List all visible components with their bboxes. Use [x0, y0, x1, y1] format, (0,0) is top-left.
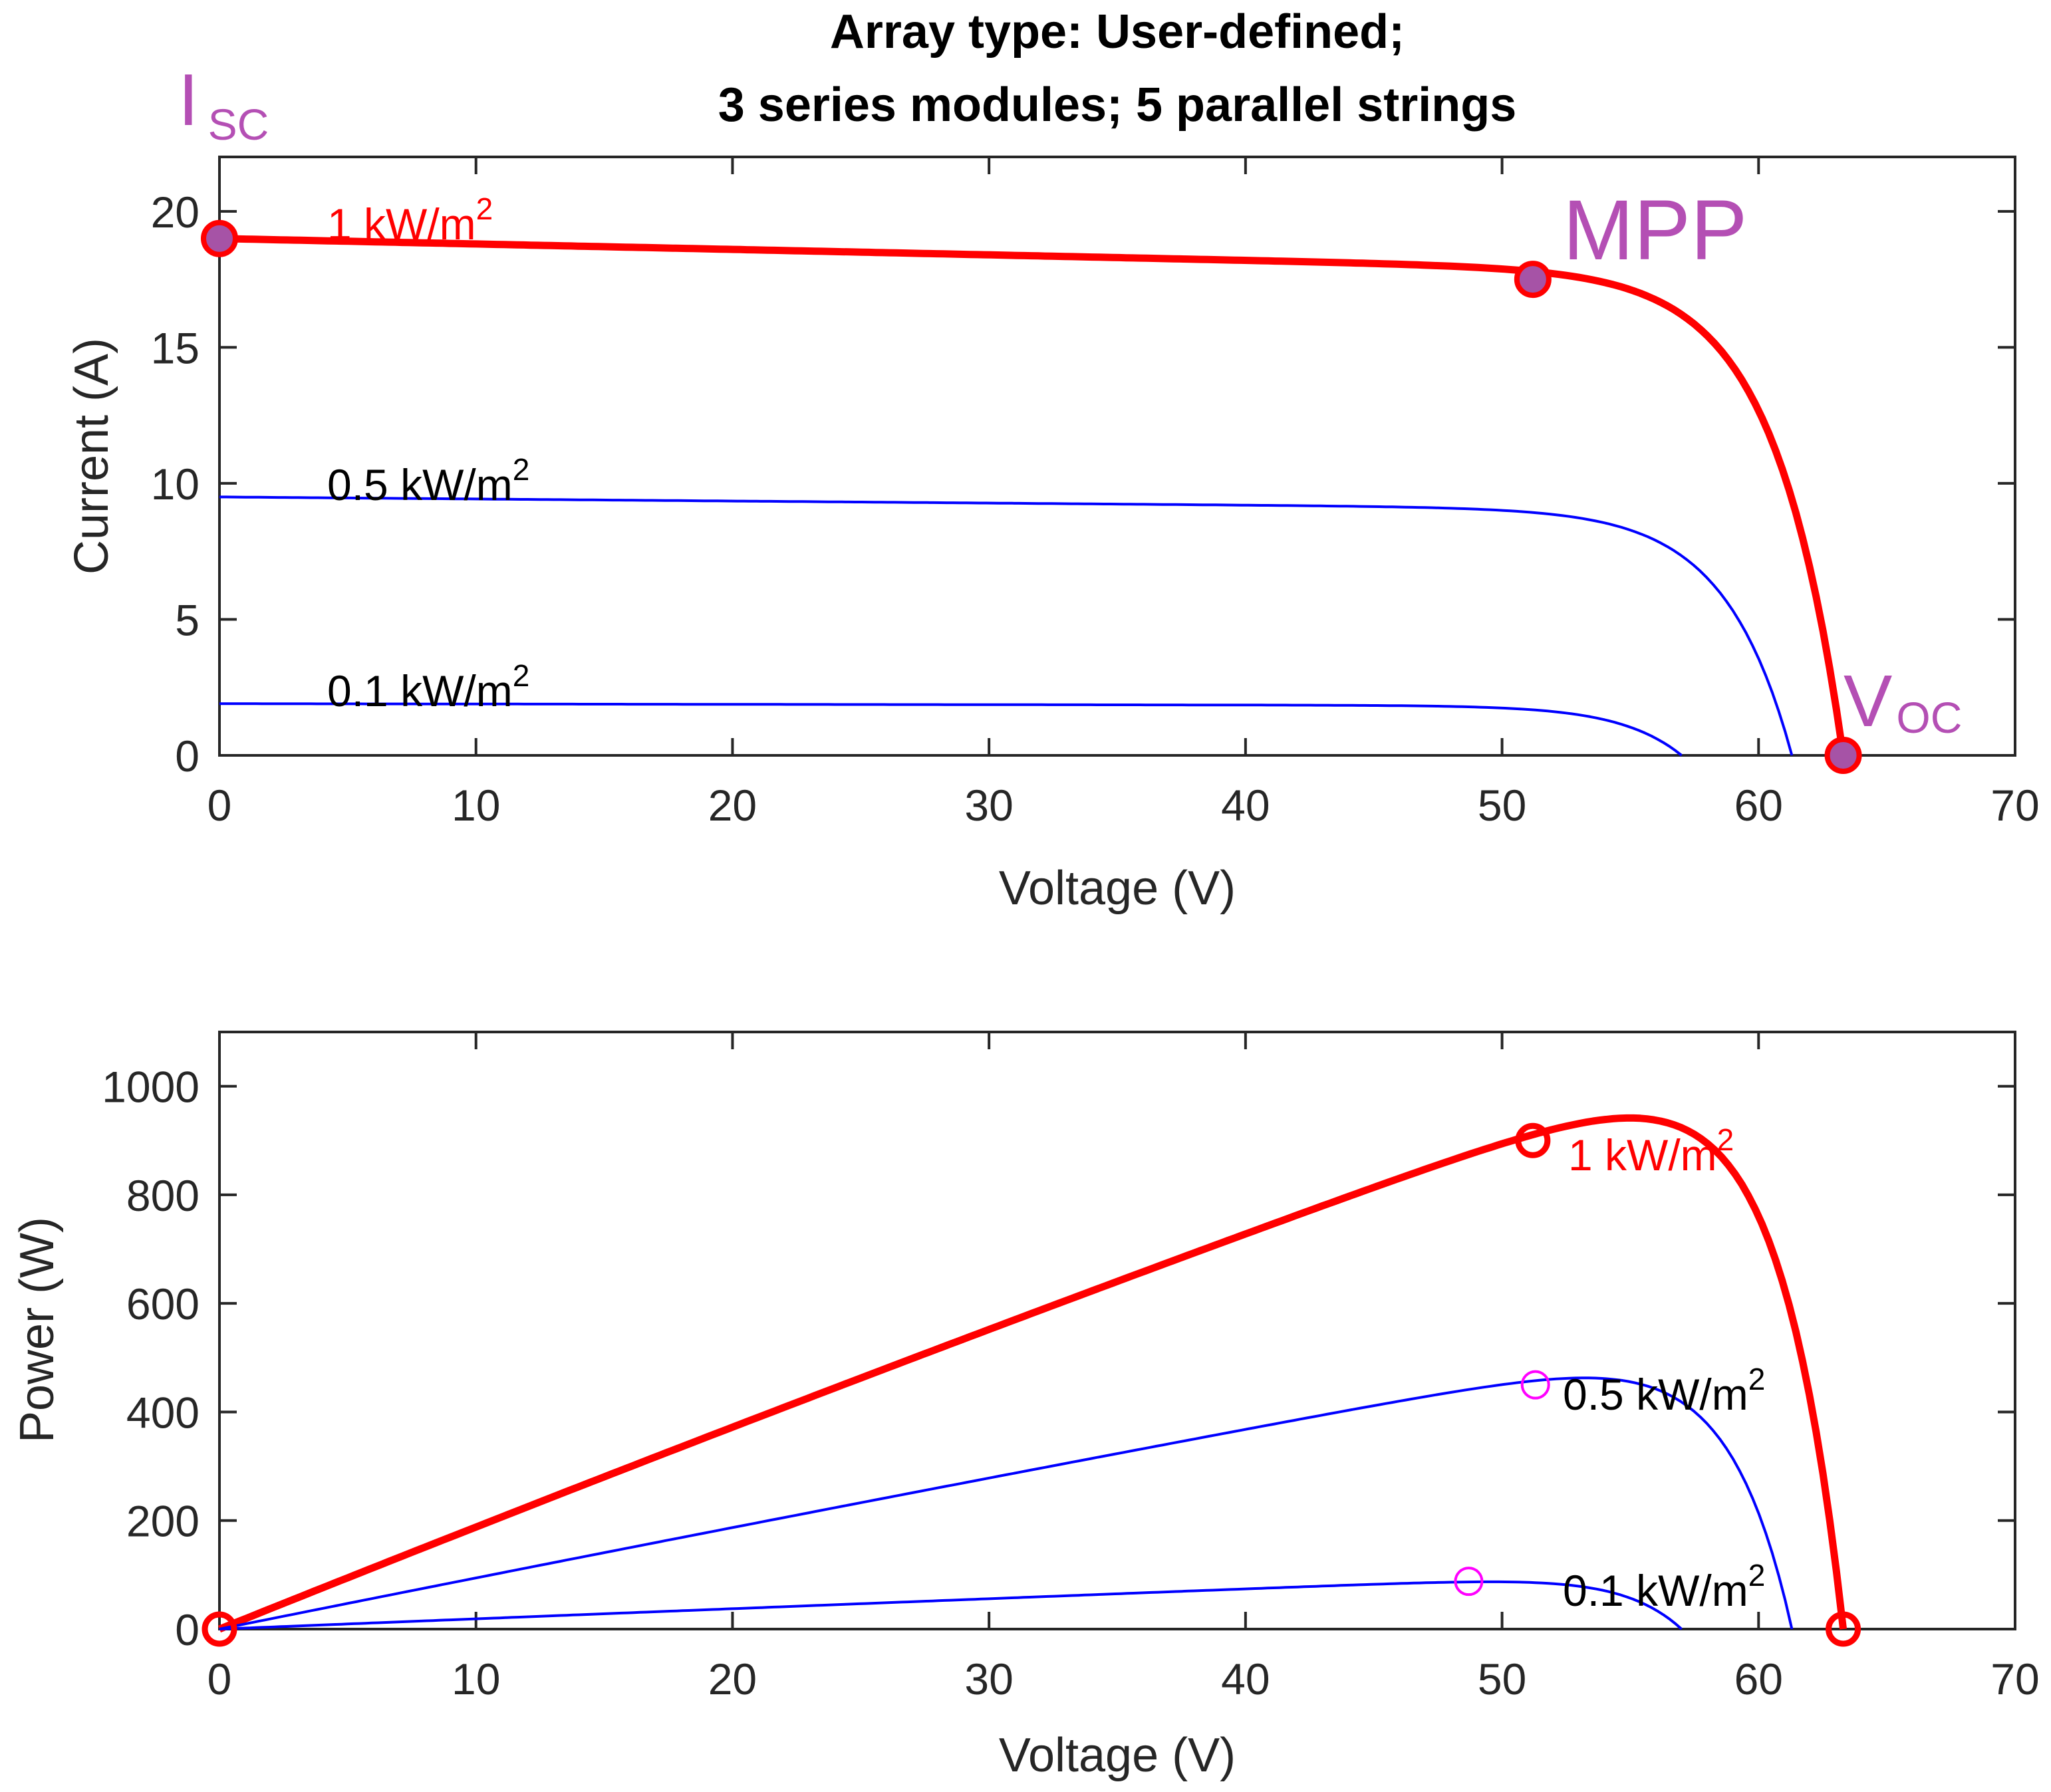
pv-curve-1kw: [217, 1114, 1847, 1633]
iv-xtick-label: 10: [452, 781, 500, 830]
iv-xtick-label: 0: [207, 781, 232, 830]
iv-ytick-label: 0: [175, 731, 200, 781]
voc-annotation: VOC: [1844, 660, 1962, 742]
pv-label-01kw: 0.1 kW/m2: [1563, 1558, 1765, 1615]
pv-ytick-label: 200: [126, 1497, 200, 1546]
iv-ytick-label: 15: [151, 323, 200, 372]
pv-xtick-label: 40: [1221, 1654, 1270, 1704]
iv-markers: [201, 219, 1862, 774]
iv-curve-01kw: [219, 702, 1683, 757]
iv-ylabel: Current (A): [65, 338, 118, 575]
pv-markers: [202, 1122, 1861, 1647]
pv-xtick-label: 50: [1478, 1654, 1526, 1704]
pv-label-1kw: 1 kW/m2: [1568, 1122, 1734, 1180]
iv-chart: 0 10 20 30 40 50 60 70 0 5 10 15 20 Voltage (V) Curr…: [65, 59, 2040, 915]
pv-mpp-marker: [1454, 1567, 1484, 1597]
pv-mpp-marker: [1515, 1122, 1551, 1158]
pv-ytick-label: 800: [126, 1171, 200, 1220]
iv-axis-ticks: 0 10 20 30 40 50 60 70 0 5 10 15 20: [151, 157, 2040, 830]
pv-plot-area: [218, 1031, 2016, 1630]
iv-curve-05kw: [219, 495, 1794, 756]
iv-xtick-label: 50: [1478, 781, 1526, 830]
iv-ytick-label: 10: [151, 459, 200, 509]
pv-label-05kw: 0.5 kW/m2: [1563, 1362, 1765, 1419]
pv-xtick-label: 60: [1734, 1654, 1783, 1704]
pv-curves: [217, 1114, 1847, 1633]
voc-marker: [1824, 737, 1862, 774]
iv-xtick-label: 30: [964, 781, 1013, 830]
pv-curve-01kw: [219, 1580, 1683, 1630]
mpp-annotation: MPP: [1563, 183, 1747, 278]
figure-title-line1: Array type: User-defined;: [830, 5, 1405, 59]
pv-endpoint-marker: [1826, 1611, 1861, 1647]
pv-curve-05kw: [219, 1376, 1794, 1630]
iv-ytick-label: 5: [175, 595, 200, 644]
pv-xtick-label: 10: [452, 1654, 500, 1704]
isc-annotation: I SC: [178, 59, 269, 149]
pv-ytick-label: 1000: [102, 1063, 200, 1112]
pv-xtick-label: 30: [964, 1654, 1013, 1704]
iv-xtick-label: 70: [1990, 781, 2039, 830]
pv-axis-ticks: 0 10 20 30 40 50 60 70 0 200 400 600 800 1000: [102, 1032, 2040, 1704]
iv-xtick-label: 60: [1734, 781, 1783, 830]
pv-endpoint-marker: [202, 1611, 237, 1647]
pv-xtick-label: 0: [207, 1654, 232, 1704]
iv-label-05kw: 0.5 kW/m2: [327, 452, 529, 509]
pv-chart: 0 10 20 30 40 50 60 70 0 200 400 600 800 1000 Voltage…: [11, 1031, 2040, 1782]
iv-curve-1kw: [219, 235, 1847, 756]
iv-curves: [219, 235, 1847, 757]
iv-label-1kw: 1 kW/m2: [327, 192, 493, 249]
pv-xlabel: Voltage (V): [999, 1729, 1236, 1782]
figure-title-line2: 3 series modules; 5 parallel strings: [718, 78, 1517, 132]
iv-xtick-label: 20: [708, 781, 757, 830]
pv-ytick-label: 400: [126, 1388, 200, 1437]
isc-marker: [201, 219, 238, 257]
iv-xtick-label: 40: [1221, 781, 1270, 830]
iv-label-01kw: 0.1 kW/m2: [327, 658, 529, 715]
pv-mpp-marker: [1520, 1370, 1550, 1400]
pv-ytick-label: 600: [126, 1279, 200, 1329]
iv-xlabel: Voltage (V): [999, 862, 1236, 915]
iv-ytick-label: 20: [151, 188, 200, 237]
mpp-marker: [1514, 261, 1552, 299]
pv-ylabel: Power (W): [11, 1217, 64, 1443]
pv-ytick-label: 0: [175, 1605, 200, 1654]
pv-xtick-label: 20: [708, 1654, 757, 1704]
pv-xtick-label: 70: [1990, 1654, 2039, 1704]
